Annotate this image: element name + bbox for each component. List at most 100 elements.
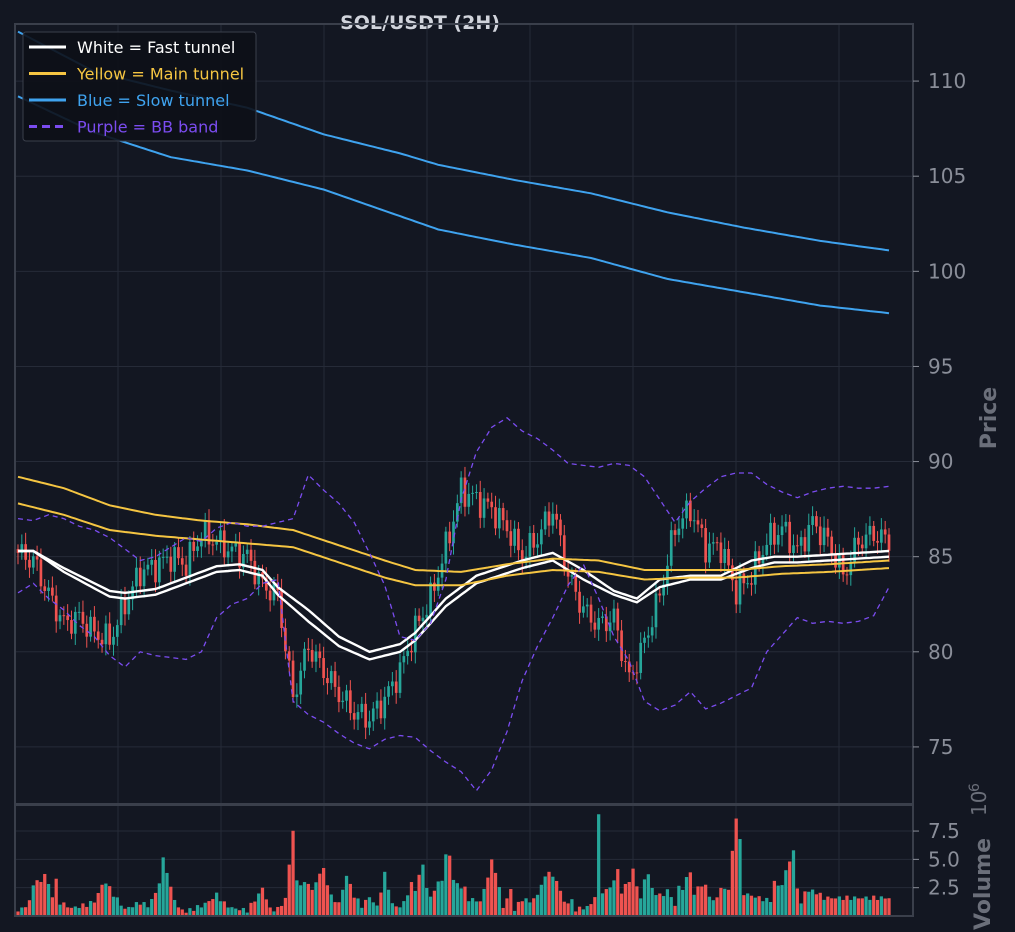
volume-bar [24, 907, 28, 916]
candle-body [784, 521, 788, 527]
candle-body [180, 558, 184, 565]
candle-body [188, 541, 192, 576]
candle-body [536, 544, 539, 548]
volume-bar [631, 868, 635, 916]
candle-body [773, 522, 776, 545]
volume-bar [497, 887, 501, 916]
volume-bar [348, 883, 352, 916]
volume-bar [115, 897, 119, 916]
volume-bar [474, 901, 479, 916]
volume-bar [272, 911, 276, 916]
candle-body [104, 623, 108, 645]
candle-body [303, 648, 306, 671]
series-line [17, 475, 890, 573]
candle-body [616, 608, 620, 631]
volume-bar [600, 893, 605, 916]
candle-body [264, 578, 268, 591]
candle-body [349, 690, 352, 714]
volume-bar [276, 906, 280, 916]
candle-body [746, 583, 749, 585]
candle-body [242, 554, 245, 568]
price-tick-label: 100 [928, 259, 966, 283]
volume-bar [589, 904, 593, 916]
volume-bar [20, 907, 24, 916]
volume-bar [856, 898, 861, 916]
volume-bar [681, 889, 685, 916]
candle-body [658, 593, 662, 596]
volume-bar [352, 897, 356, 916]
volume-bar [505, 898, 509, 916]
volume-bar [486, 877, 490, 916]
volume-bar [169, 886, 173, 916]
series-line [17, 563, 890, 792]
candle-body [585, 604, 589, 607]
volume-bar [524, 898, 528, 916]
series-line [18, 549, 890, 661]
volume-bar [692, 894, 696, 916]
volume-bar [535, 894, 540, 916]
candle-body [333, 671, 337, 687]
candle-body [20, 544, 24, 553]
candle-body [463, 477, 467, 507]
candle-body [425, 614, 429, 618]
candle-body [582, 606, 585, 613]
candle-body [830, 536, 834, 555]
candle-body [509, 531, 513, 546]
volume-bar [784, 870, 788, 916]
candle-body [452, 521, 455, 544]
volume-bar [780, 885, 784, 916]
volume-bar [658, 893, 662, 916]
volume-bar [337, 902, 341, 916]
volume-bar [738, 839, 742, 916]
volume-bar [837, 896, 841, 916]
volume-bar [413, 890, 417, 916]
candle-body [482, 498, 486, 518]
legend-entry: Yellow = Main tunnel [76, 65, 244, 84]
candle-body [841, 555, 845, 575]
volume-bar [715, 897, 719, 916]
candle-body [257, 572, 261, 585]
legend-entry: Purple = BB band [77, 118, 218, 137]
series-line [17, 416, 890, 642]
candle-body [455, 503, 459, 522]
candle-body [62, 615, 66, 617]
volume-bar [192, 910, 196, 916]
volume-bar [795, 888, 799, 916]
volume-bar [69, 907, 74, 916]
candle-body [356, 712, 360, 720]
candle-body [750, 583, 753, 585]
volume-bar [127, 906, 131, 916]
volume-bar [864, 896, 868, 916]
candle-body [459, 477, 463, 504]
candle-body [868, 525, 872, 535]
volume-bar [765, 897, 769, 916]
candle-body [402, 656, 406, 663]
candle-body [799, 537, 803, 546]
volume-bar [635, 886, 639, 916]
volume-bar [623, 883, 628, 916]
candle-body [89, 616, 92, 637]
volume-bar [776, 885, 780, 916]
candle-body [517, 528, 520, 551]
volume-bar [173, 899, 177, 916]
candle-body [860, 544, 864, 549]
candle-body [35, 556, 39, 560]
candle-body [612, 608, 616, 623]
volume-bar [444, 854, 448, 916]
candle-body [115, 625, 119, 637]
candle-body [119, 598, 123, 626]
volume-bar [719, 887, 723, 916]
volume-bar [581, 909, 586, 916]
candle-body [788, 521, 792, 554]
price-grid [15, 24, 913, 804]
volume-bar [677, 885, 681, 916]
candle-body [681, 518, 685, 529]
candle-body [570, 575, 574, 577]
candle-body [318, 651, 322, 659]
volume-bar [230, 907, 234, 916]
volume-bar [268, 907, 272, 916]
volume-bar [291, 830, 295, 916]
candle-body [627, 661, 631, 673]
candle-body [161, 556, 165, 558]
candle-body [81, 611, 85, 624]
